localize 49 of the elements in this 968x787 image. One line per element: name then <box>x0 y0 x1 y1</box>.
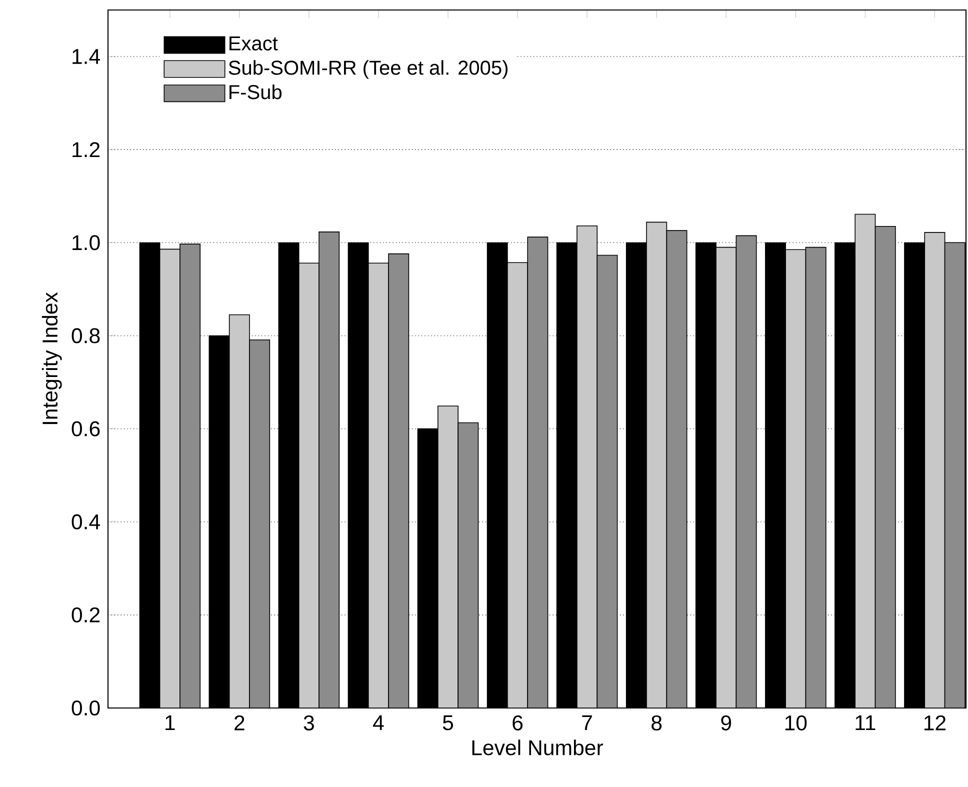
x-tick-label: 8 <box>652 715 662 730</box>
bar <box>786 250 806 708</box>
bar <box>438 406 458 708</box>
bar <box>528 237 548 708</box>
x-tick-label: 1 <box>166 715 175 730</box>
bar <box>507 262 528 708</box>
x-tick-label: 11 <box>856 715 876 730</box>
legend-label: Exact <box>230 36 278 50</box>
bar <box>388 254 409 708</box>
y-tick-label: 0.8 <box>72 328 100 344</box>
bar <box>368 263 389 708</box>
y-tick-label: 0.2 <box>72 607 100 622</box>
x-tick-label: 2 <box>234 715 244 730</box>
y-tick-label: 1.4 <box>72 49 100 64</box>
y-tick-label: 0.4 <box>72 514 100 530</box>
bar <box>229 314 250 708</box>
bar <box>646 222 667 708</box>
x-tick-label: 7 <box>582 715 592 730</box>
bar <box>597 255 618 708</box>
bar <box>298 263 320 708</box>
y-tick-label: 0.6 <box>72 421 100 436</box>
bar <box>806 247 826 708</box>
x-tick-label: 5 <box>442 715 454 730</box>
bar <box>160 249 180 708</box>
y-tick-label: 0.0 <box>72 700 100 716</box>
bar <box>875 226 896 708</box>
legend-label: F-Sub <box>230 84 282 100</box>
bar <box>855 214 876 708</box>
x-tick-label: 9 <box>721 715 732 730</box>
x-tick-label: 4 <box>373 715 384 730</box>
x-tick-label: 3 <box>304 715 314 730</box>
x-tick-label: 10 <box>785 715 807 730</box>
bar <box>716 247 736 708</box>
bar <box>736 236 756 708</box>
y-axis-title: Integrity Index <box>42 292 62 424</box>
bar <box>666 230 687 708</box>
y-tick-label: 1.2 <box>72 142 100 158</box>
bar <box>180 244 200 708</box>
bar <box>458 422 478 708</box>
bar <box>944 242 966 708</box>
x-tick-label: 12 <box>924 715 946 730</box>
x-axis-title: Level Number <box>472 740 604 756</box>
bar <box>249 340 270 708</box>
y-tick-label: 1.0 <box>72 235 100 250</box>
bar <box>924 232 946 708</box>
legend-label: Sub-SOMI-RR (Tee et al. 2005) <box>228 60 508 79</box>
bar <box>319 232 340 708</box>
bar <box>576 226 598 708</box>
x-tick-label: 6 <box>512 715 523 730</box>
